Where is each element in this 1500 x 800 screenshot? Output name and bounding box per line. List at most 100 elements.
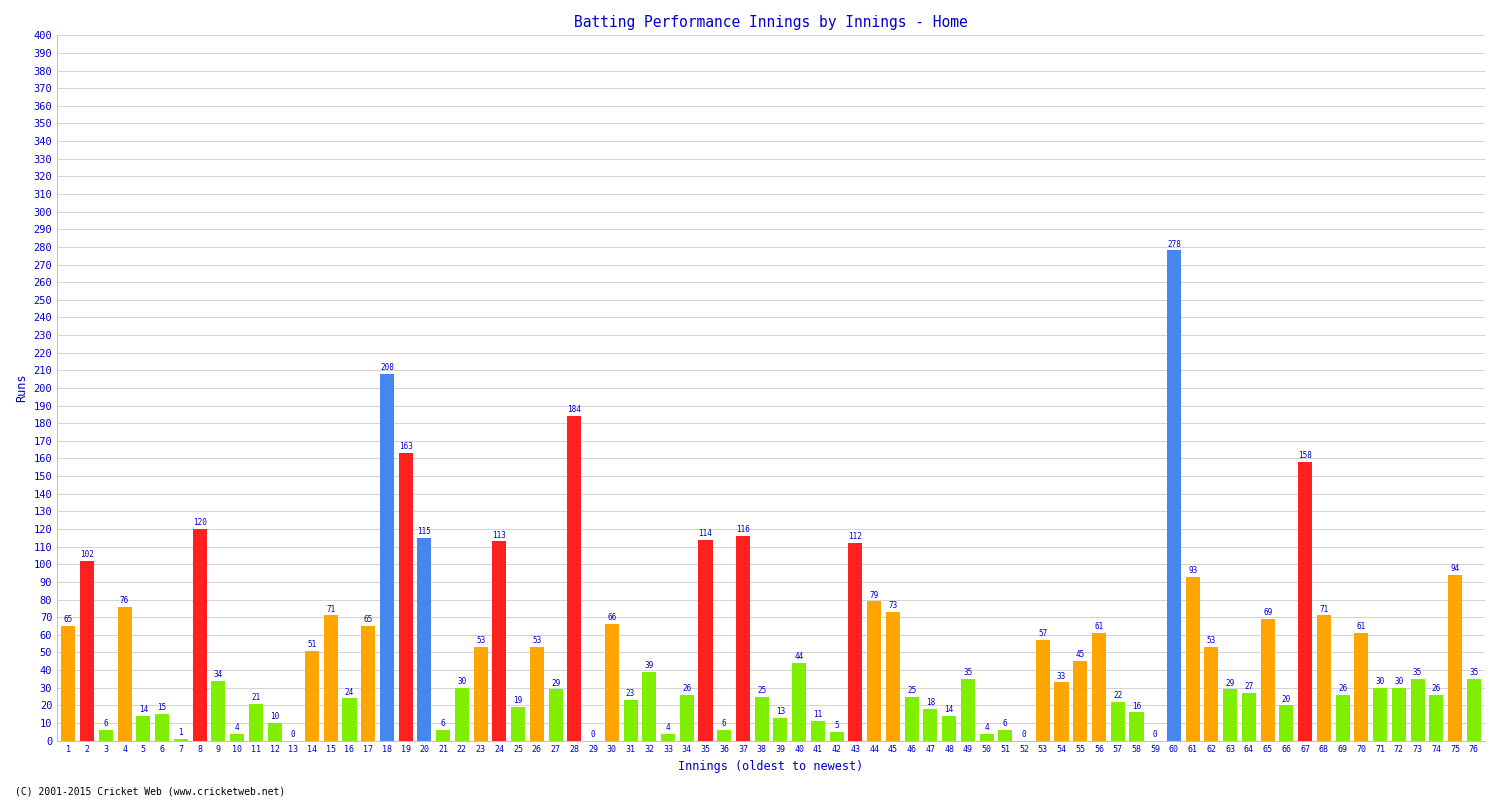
Text: 53: 53 (476, 636, 486, 646)
Bar (717, 730, 732, 741)
Bar (1448, 575, 1462, 741)
Text: 29: 29 (1226, 678, 1234, 688)
Text: 13: 13 (776, 707, 784, 716)
Bar (1372, 688, 1388, 741)
Text: 19: 19 (513, 696, 522, 706)
Bar (436, 730, 450, 741)
Text: 35: 35 (1468, 668, 1479, 677)
Bar (662, 734, 675, 741)
Bar (736, 536, 750, 741)
Text: 18: 18 (926, 698, 934, 707)
Text: 53: 53 (532, 636, 542, 646)
Text: 76: 76 (120, 596, 129, 605)
Bar (362, 626, 375, 741)
Text: 79: 79 (870, 590, 879, 599)
Text: 114: 114 (699, 529, 712, 538)
Bar (62, 626, 75, 741)
Bar (1410, 679, 1425, 741)
Text: 26: 26 (1431, 684, 1442, 693)
Text: 35: 35 (963, 668, 972, 677)
Text: 1: 1 (178, 728, 183, 737)
Text: 34: 34 (213, 670, 223, 679)
Bar (80, 561, 94, 741)
Bar (1280, 706, 1293, 741)
Text: 44: 44 (795, 652, 804, 662)
Text: 115: 115 (417, 527, 432, 536)
Bar (886, 612, 900, 741)
Bar (1054, 682, 1068, 741)
Bar (904, 697, 918, 741)
Bar (942, 716, 956, 741)
Bar (1242, 693, 1256, 741)
Text: 16: 16 (1132, 702, 1142, 710)
Bar (812, 721, 825, 741)
Bar (249, 703, 262, 741)
Text: 158: 158 (1298, 451, 1312, 460)
Bar (624, 700, 638, 741)
Bar (1185, 577, 1200, 741)
Bar (474, 647, 488, 741)
Bar (99, 730, 112, 741)
Bar (342, 698, 357, 741)
Bar (792, 663, 806, 741)
Bar (136, 716, 150, 741)
Bar (324, 615, 338, 741)
Text: 33: 33 (1058, 672, 1066, 681)
Bar (1430, 694, 1443, 741)
Bar (962, 679, 975, 741)
Text: 184: 184 (567, 406, 582, 414)
Text: 53: 53 (1208, 636, 1216, 646)
Text: 113: 113 (492, 530, 507, 539)
Bar (230, 734, 244, 741)
Bar (642, 672, 657, 741)
Bar (192, 529, 207, 741)
Text: 45: 45 (1076, 650, 1084, 659)
Text: 25: 25 (908, 686, 916, 694)
Bar (1072, 662, 1088, 741)
Text: 65: 65 (363, 615, 374, 624)
Text: 71: 71 (326, 605, 336, 614)
Text: 39: 39 (645, 661, 654, 670)
Bar (1092, 633, 1106, 741)
Text: 6: 6 (104, 719, 108, 728)
Text: 0: 0 (291, 730, 296, 739)
Text: 6: 6 (1004, 719, 1008, 728)
Bar (980, 734, 993, 741)
Bar (1317, 615, 1330, 741)
Text: 0: 0 (591, 730, 596, 739)
Text: 66: 66 (608, 614, 616, 622)
Text: 4: 4 (234, 722, 240, 732)
Bar (174, 739, 188, 741)
Text: 30: 30 (1376, 677, 1384, 686)
Text: 23: 23 (626, 690, 634, 698)
X-axis label: Innings (oldest to newest): Innings (oldest to newest) (678, 760, 864, 773)
Bar (417, 538, 432, 741)
Text: 0: 0 (1022, 730, 1026, 739)
Bar (680, 694, 694, 741)
Text: (C) 2001-2015 Cricket Web (www.cricketweb.net): (C) 2001-2015 Cricket Web (www.cricketwe… (15, 786, 285, 796)
Text: 20: 20 (1282, 694, 1292, 703)
Text: 4: 4 (984, 722, 988, 732)
Bar (1222, 690, 1238, 741)
Bar (699, 539, 712, 741)
Bar (211, 681, 225, 741)
Text: 6: 6 (441, 719, 446, 728)
Bar (867, 602, 880, 741)
Text: 6: 6 (722, 719, 726, 728)
Text: 71: 71 (1318, 605, 1329, 614)
Text: 57: 57 (1038, 630, 1047, 638)
Text: 35: 35 (1413, 668, 1422, 677)
Text: 73: 73 (888, 601, 897, 610)
Bar (1467, 679, 1480, 741)
Y-axis label: Runs: Runs (15, 374, 28, 402)
Bar (999, 730, 1012, 741)
Text: 29: 29 (550, 678, 560, 688)
Bar (549, 690, 562, 741)
Bar (1354, 633, 1368, 741)
Text: 27: 27 (1245, 682, 1254, 691)
Text: 14: 14 (138, 705, 148, 714)
Bar (1260, 619, 1275, 741)
Text: 14: 14 (945, 705, 954, 714)
Bar (454, 688, 470, 741)
Text: 26: 26 (1338, 684, 1347, 693)
